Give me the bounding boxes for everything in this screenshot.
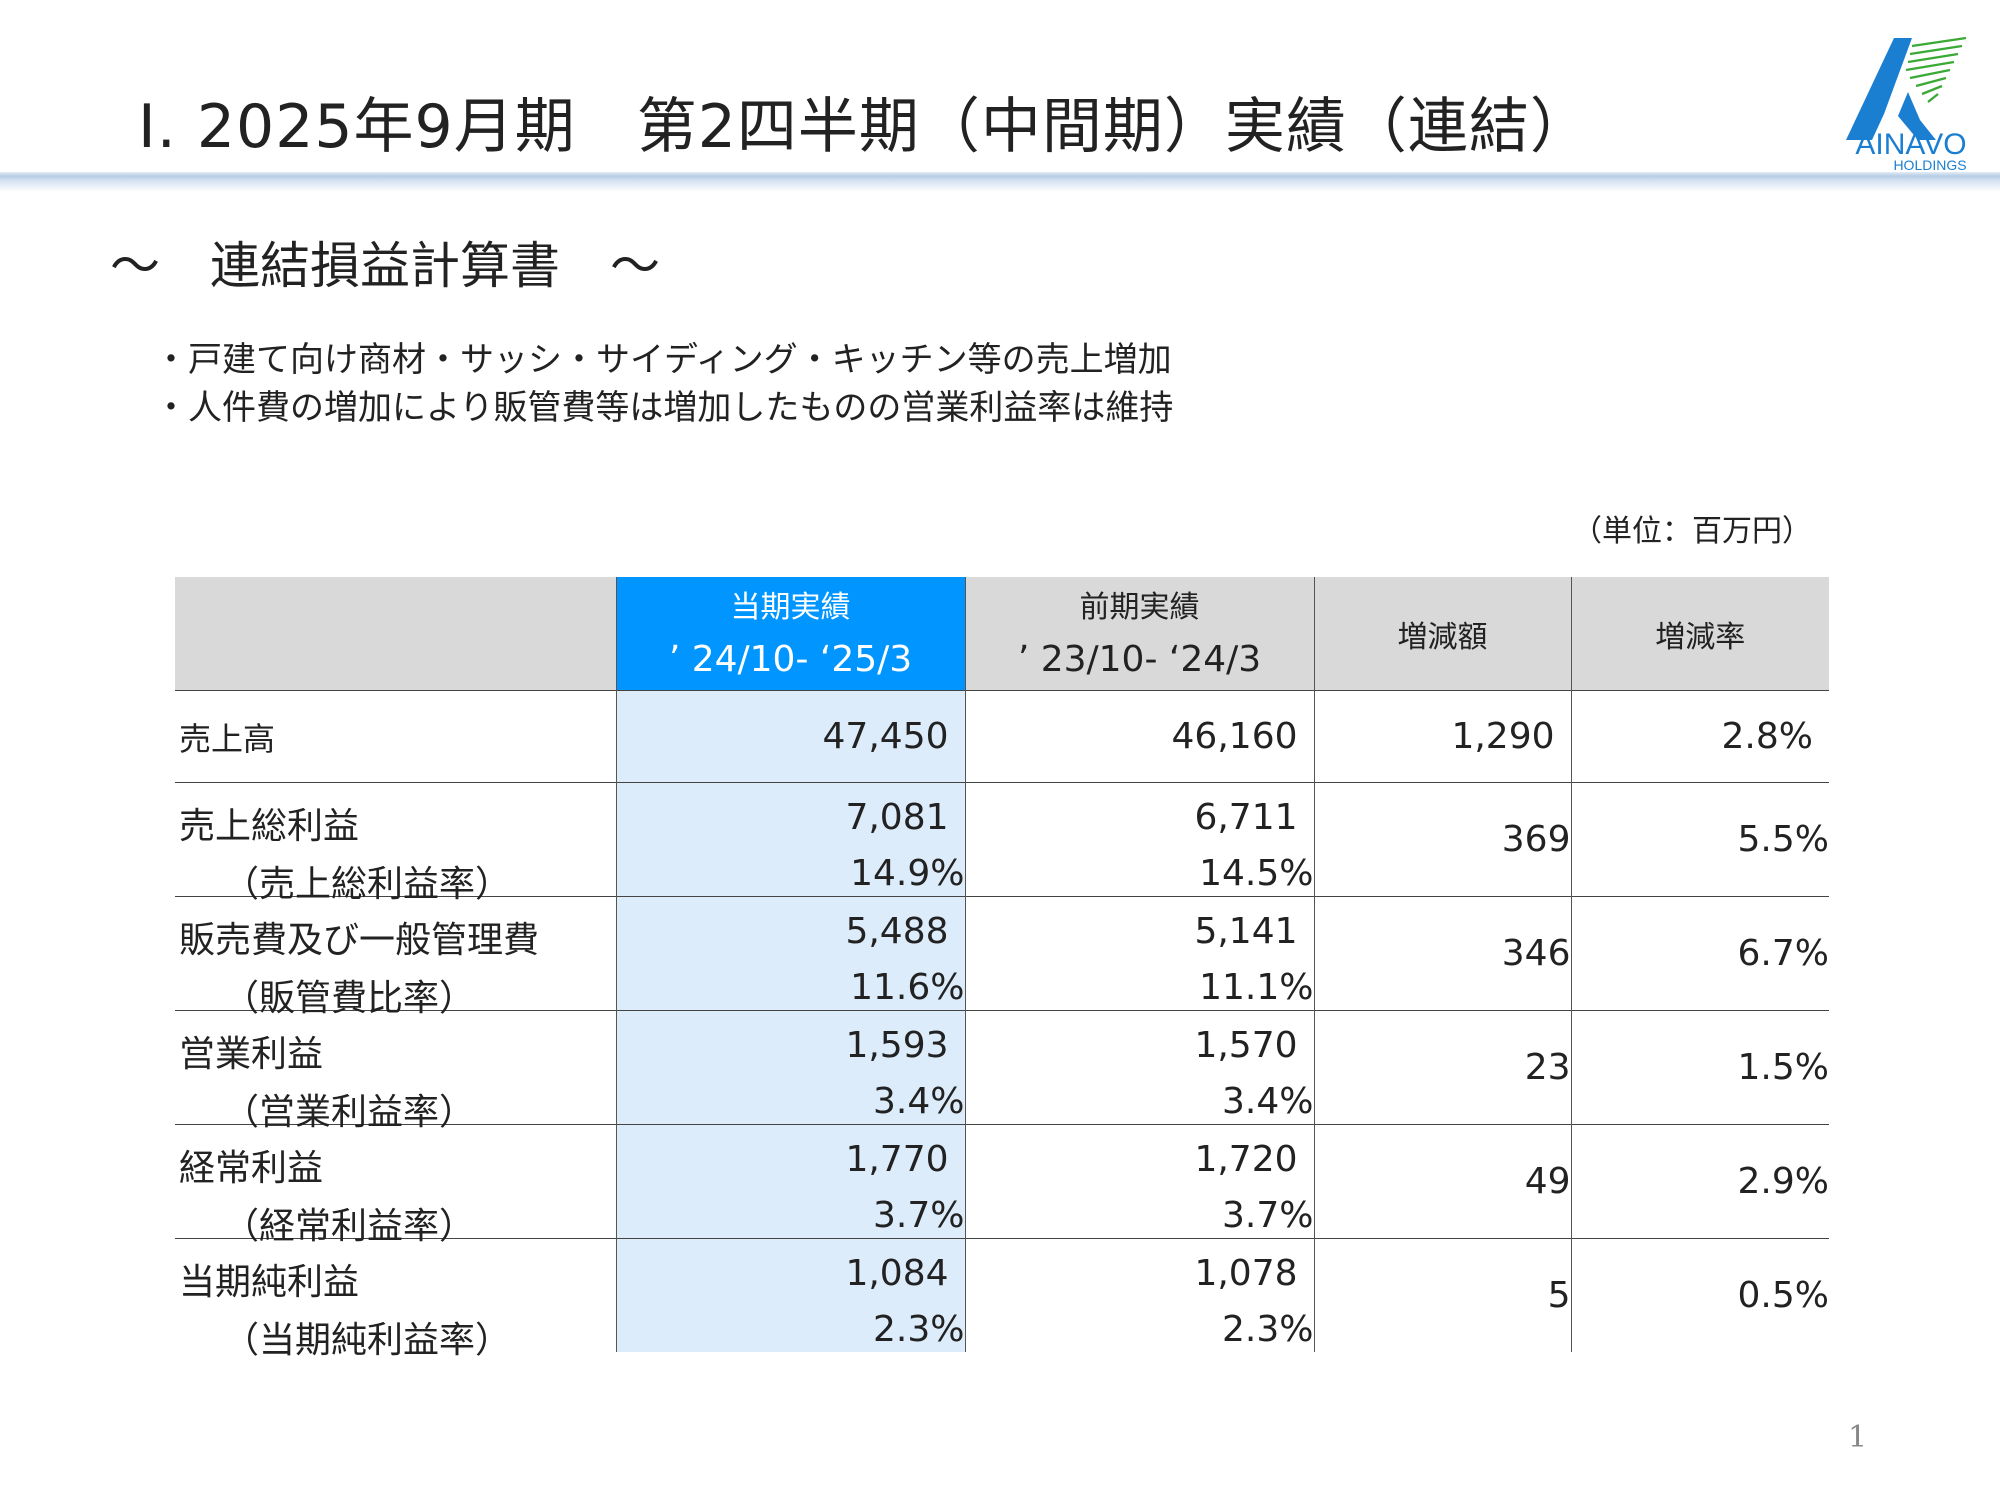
row-label-cell: 営業利益 （営業利益率）	[175, 1010, 617, 1133]
row-label: 当期純利益	[179, 1262, 360, 1303]
summary-bullets: ・戸建て向け商材・サッシ・サイディング・キッチン等の売上増加 ・人件費の増加によ…	[154, 336, 1173, 432]
table-row-ordinary-income: 経常利益 （経常利益率） 1,770 3.7% 1,720 3.7% 49 2.…	[175, 1124, 1829, 1247]
current-cell: 1,593 3.4%	[616, 1010, 966, 1125]
table-row-operating-income: 営業利益 （営業利益率） 1,593 3.4% 1,570 3.4% 23 1.…	[175, 1010, 1829, 1133]
change-amount: 49	[1314, 1124, 1572, 1239]
current-cell: 5,488 11.6%	[616, 896, 966, 1011]
table-header-row: 当期実績 ’ 24/10- ‘25/3 前期実績 ’ 23/10- ‘24/3 …	[175, 577, 1829, 691]
row-label: 営業利益	[179, 1034, 324, 1075]
header-current-range: ’ 24/10- ‘25/3	[668, 638, 913, 680]
change-amount: 369	[1314, 782, 1572, 897]
current-value: 47,450	[616, 690, 966, 783]
change-rate: 6.7%	[1737, 933, 1829, 974]
header-prior-period: 前期実績 ’ 23/10- ‘24/3	[965, 577, 1315, 691]
change-rate: 1.5%	[1737, 1047, 1829, 1088]
header-current-period: 当期実績 ’ 24/10- ‘25/3	[616, 577, 966, 691]
prior-value: 1,078	[1194, 1253, 1298, 1294]
prior-value: 6,711	[1194, 797, 1298, 838]
section-title: ～ 連結損益計算書 ～	[110, 237, 660, 295]
company-logo: AINAVO HOLDINGS	[1846, 36, 1967, 173]
current-value: 7,081	[845, 797, 949, 838]
header-change-amount: 増減額	[1314, 577, 1572, 691]
prior-value: 46,160	[965, 690, 1315, 783]
row-label-cell: 販売費及び一般管理費 （販管費比率）	[175, 896, 617, 1019]
change-amount: 1,290	[1314, 690, 1572, 783]
table-row-net-sales: 売上高 47,450 46,160 1,290 2.8%	[175, 690, 1829, 783]
change-rate: 2.8%	[1721, 716, 1813, 757]
prior-cell: 1,078 2.3%	[965, 1238, 1315, 1352]
row-label: 経常利益	[179, 1148, 324, 1189]
row-label-cell: 売上総利益 （売上総利益率）	[175, 782, 617, 905]
table-row-net-income: 当期純利益 （当期純利益率） 1,084 2.3% 1,078 2.3% 5 0…	[175, 1238, 1829, 1361]
current-ratio: 3.7%	[873, 1195, 965, 1236]
change-amount: 5	[1314, 1238, 1572, 1352]
current-ratio: 11.6%	[850, 967, 965, 1008]
current-value: 5,488	[845, 911, 949, 952]
prior-cell: 6,711 14.5%	[965, 782, 1315, 897]
row-label: 売上総利益	[179, 806, 360, 847]
table-row-gross-profit: 売上総利益 （売上総利益率） 7,081 14.9% 6,711 14.5% 3…	[175, 782, 1829, 905]
change-rate: 5.5%	[1737, 819, 1829, 860]
logo-subtext: HOLDINGS	[1893, 157, 1966, 173]
prior-ratio: 14.5%	[1199, 853, 1314, 894]
header-current-label: 当期実績	[730, 589, 851, 625]
current-value: 1,770	[845, 1139, 949, 1180]
unit-note: （単位：百万円）	[1572, 514, 1812, 549]
prior-value: 1,570	[1194, 1025, 1298, 1066]
header-change-rate: 増減率	[1571, 577, 1829, 691]
header-divider	[0, 172, 2000, 192]
change-rate: 0.5%	[1737, 1275, 1829, 1316]
current-cell: 7,081 14.9%	[616, 782, 966, 897]
change-rate: 2.9%	[1737, 1161, 1829, 1202]
prior-cell: 1,720 3.7%	[965, 1124, 1315, 1239]
change-amount: 23	[1314, 1010, 1572, 1125]
prior-cell: 5,141 11.1%	[965, 896, 1315, 1011]
header-item	[175, 577, 617, 691]
current-value: 1,084	[845, 1253, 949, 1294]
current-ratio: 2.3%	[873, 1309, 965, 1350]
header-prior-range: ’ 23/10- ‘24/3	[1017, 638, 1262, 680]
row-label-cell: 当期純利益 （当期純利益率）	[175, 1238, 617, 1361]
row-label-cell: 経常利益 （経常利益率）	[175, 1124, 617, 1247]
table-row-sga-expenses: 販売費及び一般管理費 （販管費比率） 5,488 11.6% 5,141 11.…	[175, 896, 1829, 1019]
current-cell: 1,770 3.7%	[616, 1124, 966, 1239]
prior-ratio: 3.7%	[1222, 1195, 1314, 1236]
current-value: 1,593	[845, 1025, 949, 1066]
current-ratio: 14.9%	[850, 853, 965, 894]
row-label: 販売費及び一般管理費	[179, 920, 540, 961]
prior-value: 5,141	[1194, 911, 1298, 952]
row-label: 売上高	[175, 690, 617, 783]
current-ratio: 3.4%	[873, 1081, 965, 1122]
prior-ratio: 2.3%	[1222, 1309, 1314, 1350]
header-prior-label: 前期実績	[1079, 589, 1200, 625]
logo-mark-icon	[1846, 36, 1967, 140]
bullet-item: ・戸建て向け商材・サッシ・サイディング・キッチン等の売上増加	[154, 340, 1172, 380]
bullet-item: ・人件費の増加により販管費等は増加したものの営業利益率は維持	[154, 388, 1174, 428]
change-amount: 346	[1314, 896, 1572, 1011]
logo-wordmark: AINAVO	[1855, 128, 1966, 161]
prior-ratio: 11.1%	[1199, 967, 1314, 1008]
prior-ratio: 3.4%	[1222, 1081, 1314, 1122]
prior-cell: 1,570 3.4%	[965, 1010, 1315, 1125]
prior-value: 1,720	[1194, 1139, 1298, 1180]
income-statement-table: 当期実績 ’ 24/10- ‘25/3 前期実績 ’ 23/10- ‘24/3 …	[175, 577, 1829, 1361]
row-sublabel: （当期純利益率）	[223, 1320, 512, 1361]
page-number: 1	[1848, 1420, 1868, 1455]
page-title: Ⅰ. 2025年9月期 第2四半期（中間期）実績（連結）	[138, 92, 1591, 162]
current-cell: 1,084 2.3%	[616, 1238, 966, 1352]
